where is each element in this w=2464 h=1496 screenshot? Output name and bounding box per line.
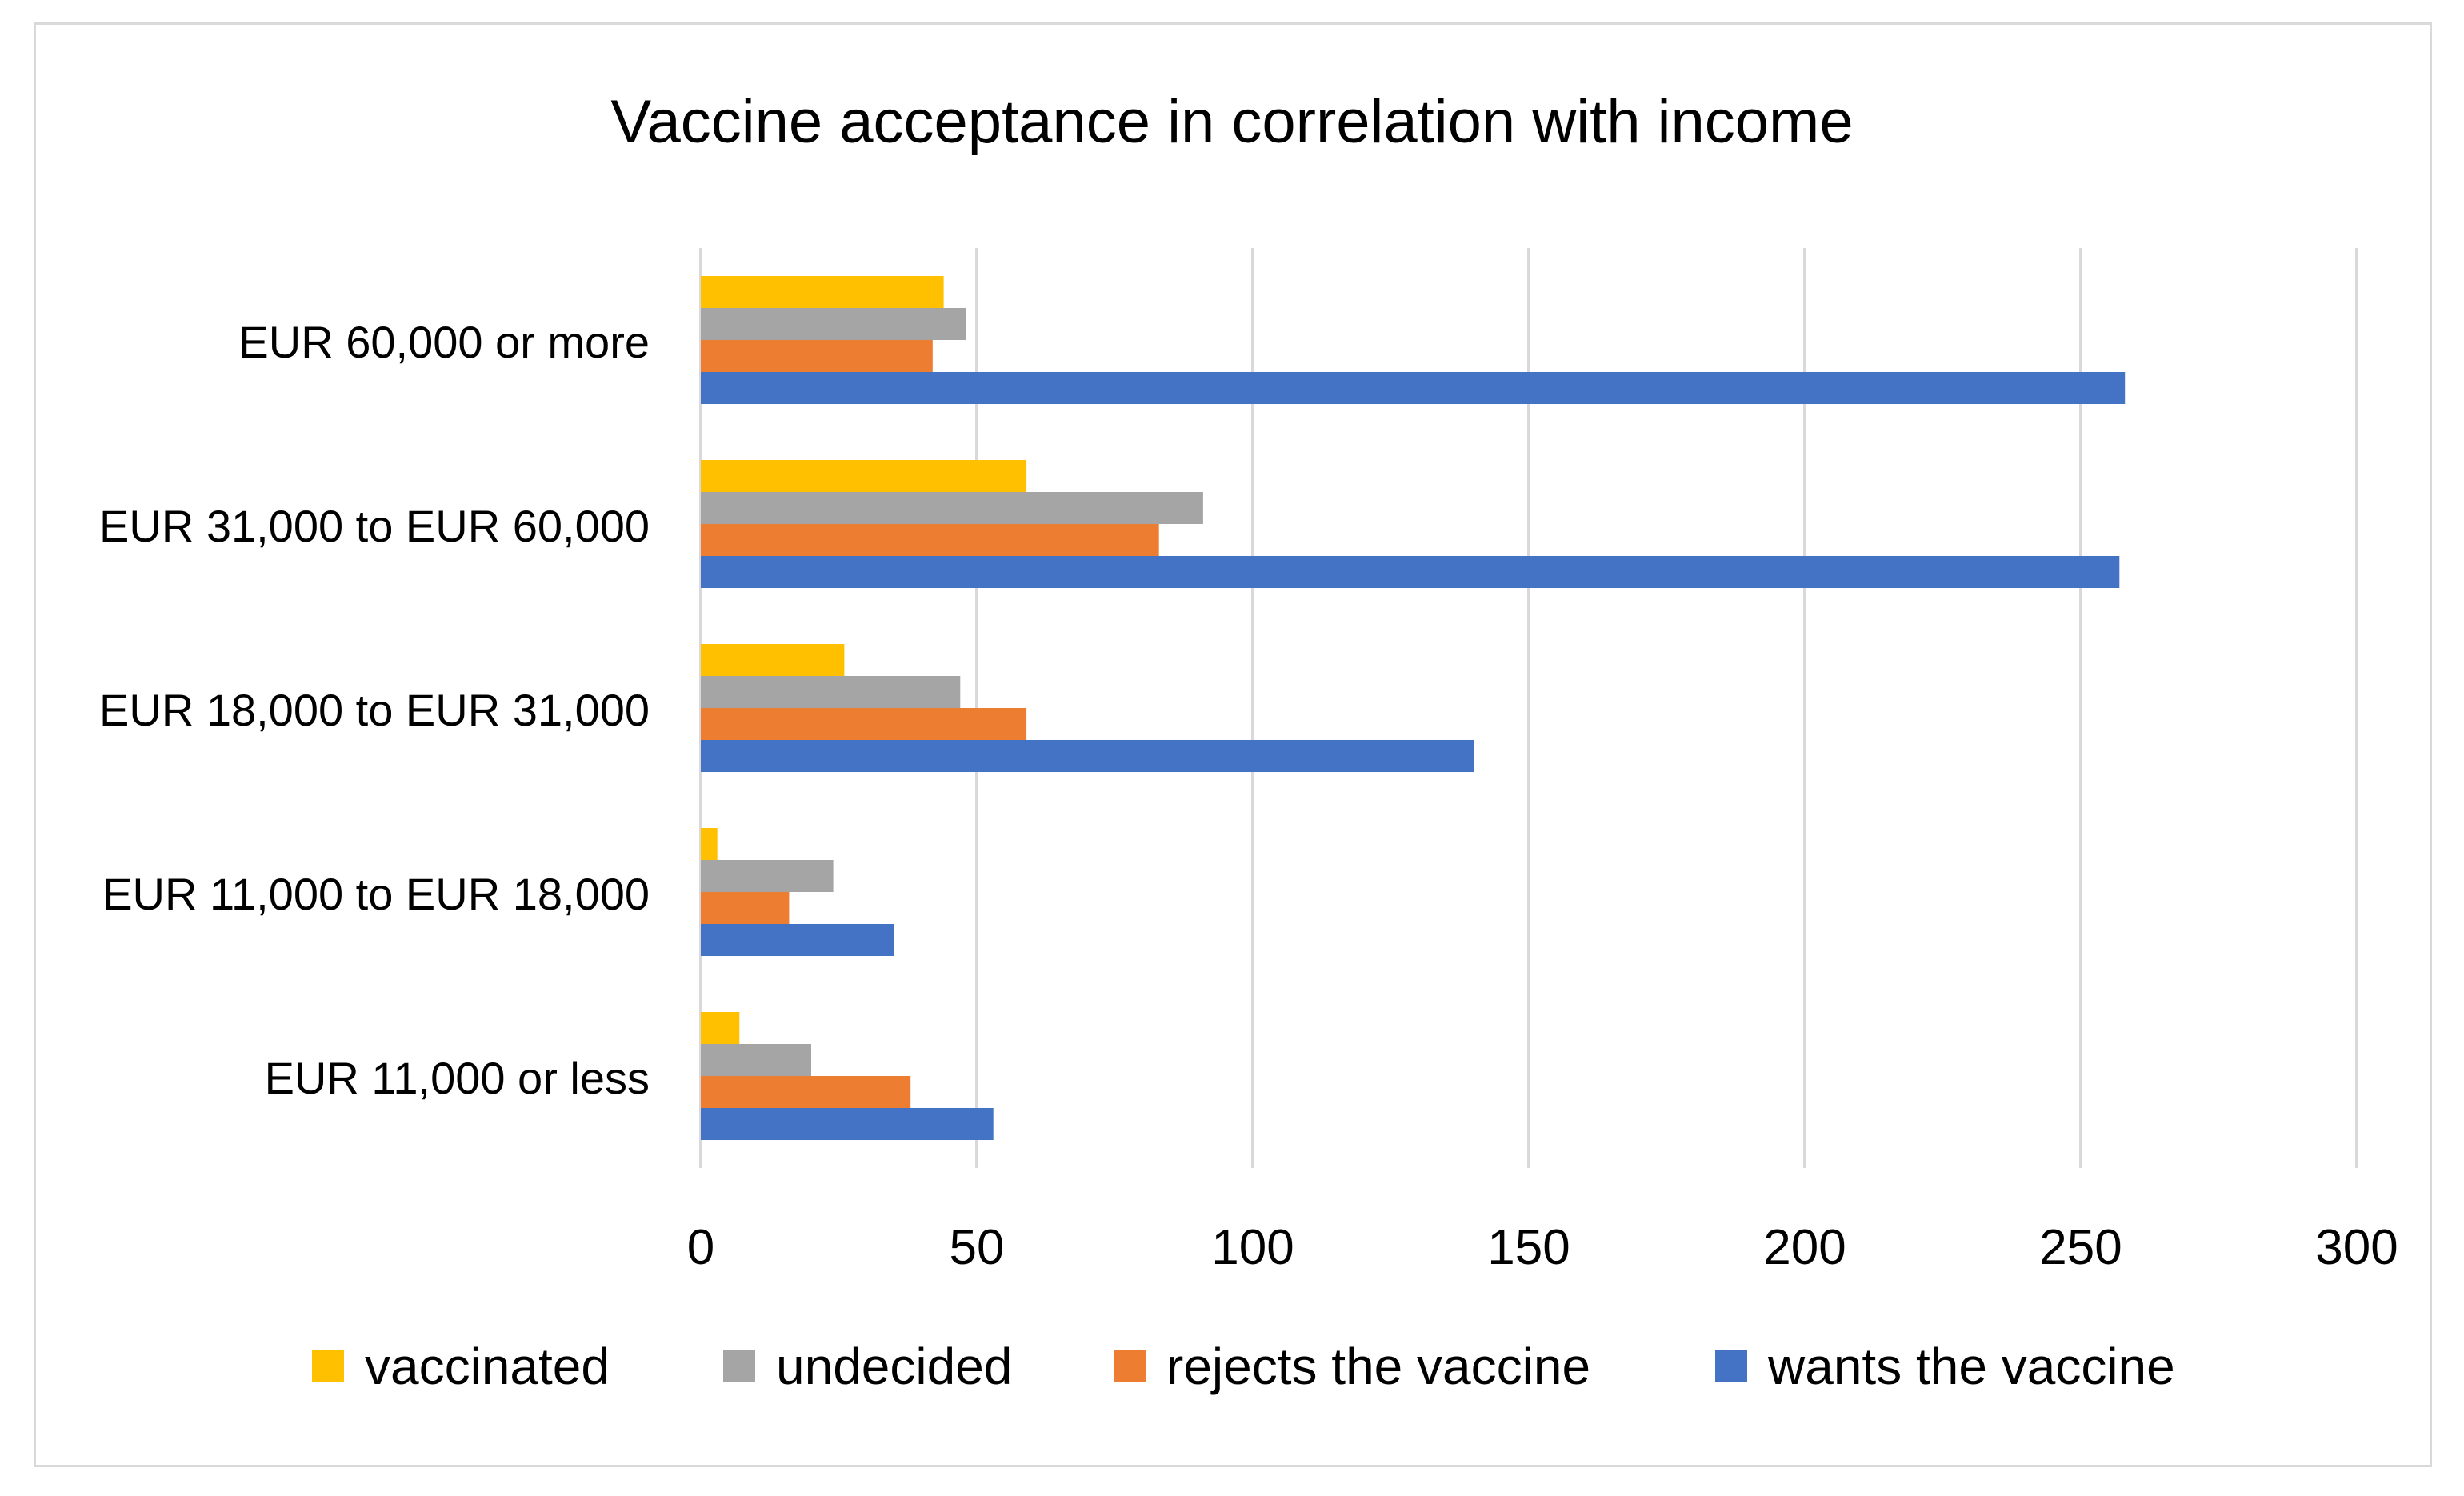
bar-vaccinated-1: [701, 460, 1027, 492]
legend: vaccinated undecided rejects the vaccine wa…: [312, 1338, 2175, 1395]
legend-swatch-rejects-the-vaccine: [1114, 1350, 1146, 1382]
x-axis-ticks: 0 50 100 150 200 250 300: [687, 1220, 2398, 1275]
bar-vaccinated-0: [701, 276, 944, 308]
category-label-1: EUR 31,000 to EUR 60,000: [99, 501, 650, 551]
bar-wants-the-vaccine-2: [701, 740, 1474, 772]
bar-rejects-the-vaccine-2: [701, 708, 1027, 740]
legend-label-vaccinated: vaccinated: [365, 1338, 610, 1395]
category-label-4: EUR 11,000 or less: [265, 1053, 650, 1103]
bar-vaccinated-2: [701, 644, 845, 676]
bar-undecided-4: [701, 1044, 811, 1076]
x-tick-label-300: 300: [2315, 1220, 2398, 1275]
bar-undecided-1: [701, 492, 1203, 524]
bar-wants-the-vaccine-3: [701, 924, 894, 956]
x-tick-label-0: 0: [687, 1220, 714, 1275]
x-tick-label-150: 150: [1487, 1220, 1570, 1275]
legend-swatch-undecided: [723, 1350, 755, 1382]
bar-wants-the-vaccine-1: [701, 556, 2120, 588]
bar-vaccinated-4: [701, 1012, 740, 1044]
category-label-2: EUR 18,000 to EUR 31,000: [99, 685, 650, 735]
x-tick-label-200: 200: [1763, 1220, 1846, 1275]
bars: [701, 276, 2126, 1140]
category-label-3: EUR 11,000 to EUR 18,000: [102, 869, 650, 919]
bar-undecided-0: [701, 308, 966, 340]
bar-wants-the-vaccine-4: [701, 1108, 994, 1140]
bar-rejects-the-vaccine-3: [701, 892, 790, 924]
bar-undecided-3: [701, 860, 834, 892]
legend-label-rejects-the-vaccine: rejects the vaccine: [1166, 1338, 1590, 1395]
category-labels: EUR 60,000 or more EUR 31,000 to EUR 60,0…: [99, 317, 650, 1103]
bar-rejects-the-vaccine-1: [701, 524, 1159, 556]
chart-title: Vaccine acceptance in correlation with i…: [610, 88, 1853, 156]
x-tick-label-250: 250: [2039, 1220, 2122, 1275]
legend-label-wants-the-vaccine: wants the vaccine: [1767, 1338, 2175, 1395]
legend-swatch-vaccinated: [312, 1350, 344, 1382]
x-tick-label-50: 50: [950, 1220, 1005, 1275]
bar-rejects-the-vaccine-0: [701, 340, 933, 372]
bar-vaccinated-3: [701, 828, 718, 860]
bar-undecided-2: [701, 676, 961, 708]
legend-swatch-wants-the-vaccine: [1715, 1350, 1747, 1382]
bar-wants-the-vaccine-0: [701, 372, 2126, 404]
bar-rejects-the-vaccine-4: [701, 1076, 911, 1108]
x-tick-label-100: 100: [1211, 1220, 1294, 1275]
legend-label-undecided: undecided: [776, 1338, 1012, 1395]
category-label-0: EUR 60,000 or more: [238, 317, 650, 367]
